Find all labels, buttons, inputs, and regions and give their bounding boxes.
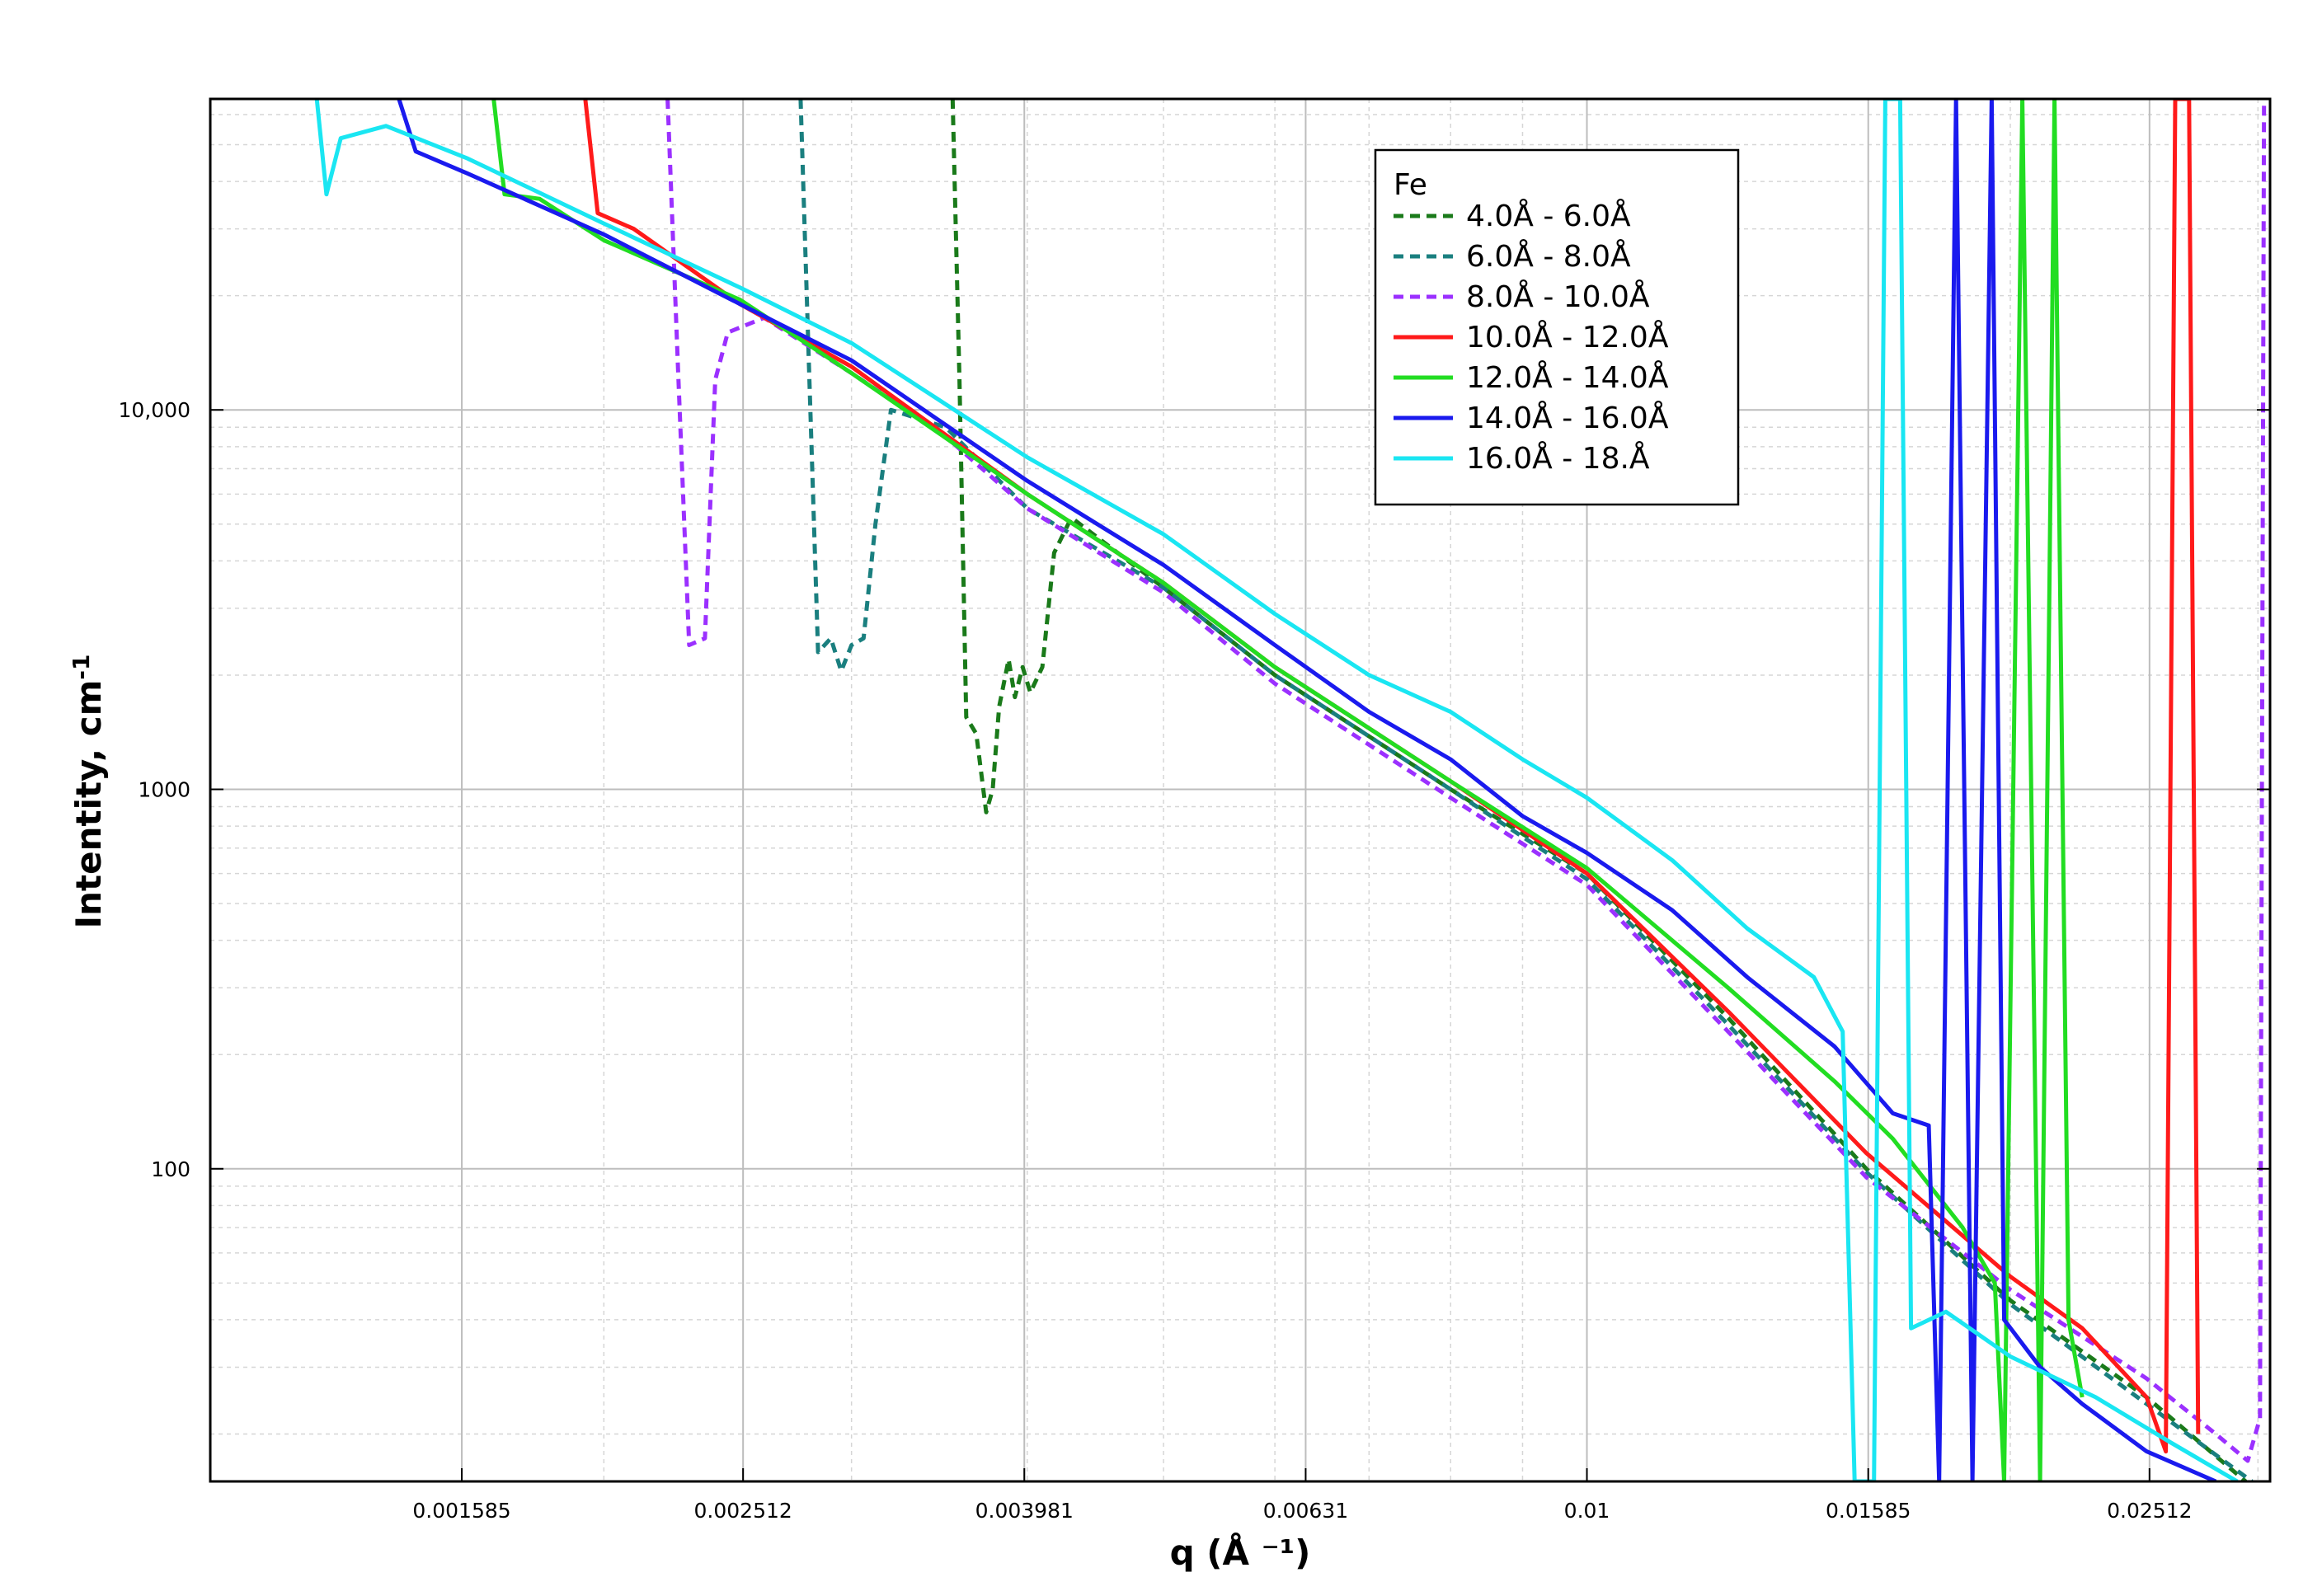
legend-label-3: 8.0Å - 10.0Å <box>1466 279 1650 314</box>
legend-entries: 4.0Å - 6.0Å 6.0Å - 8.0Å 8.0Å - 10.0Å 10.0Å … <box>1394 198 1669 476</box>
y-axis-title: Intentity, cm-1 <box>68 654 109 928</box>
series-layer <box>314 99 2267 1481</box>
y-axis-title-superscript: -1 <box>68 654 95 679</box>
legend-label-6: 14.0Å - 16.0Å <box>1466 400 1669 435</box>
series-line-6 <box>397 99 2217 1481</box>
plot-frame <box>209 97 2272 1483</box>
x-tick-label: 0.00631 <box>1263 1499 1348 1523</box>
y-tick-label: 1000 <box>138 777 190 801</box>
x-tick-label: 0.003981 <box>975 1499 1074 1523</box>
x-tick-label: 0.002512 <box>694 1499 792 1523</box>
legend-title: Fe <box>1394 168 1427 202</box>
x-tick-label: 0.001585 <box>412 1499 510 1523</box>
x-tick-labels: 0.001585 0.002512 0.003981 0.00631 0.01 0.015… <box>412 1499 2192 1523</box>
legend-label-4: 10.0Å - 12.0Å <box>1466 319 1669 354</box>
x-tick-label: 0.02512 <box>2107 1499 2192 1523</box>
legend: Fe 4.0Å - 6.0Å 6.0Å - 8.0Å 8.0Å - 10.0Å 10.… <box>1374 148 1740 506</box>
y-axis-title-main: Intentity, cm <box>68 680 109 929</box>
legend-label-2: 6.0Å - 8.0Å <box>1466 238 1631 274</box>
legend-box <box>1374 148 1740 506</box>
legend-label-7: 16.0Å - 18.Å <box>1466 440 1650 476</box>
series-line-1 <box>950 99 2248 1481</box>
axis-ticks <box>210 409 2270 1481</box>
legend-label-1: 4.0Å - 6.0Å <box>1466 198 1631 233</box>
series-line-7 <box>314 99 2239 1481</box>
plot-area <box>210 99 2270 1481</box>
y-tick-labels: 100 1000 10,000 <box>119 398 190 1181</box>
x-axis-title: q (Å ⁻¹) <box>1170 1532 1311 1573</box>
x-tick-label: 0.01585 <box>1826 1499 1911 1523</box>
y-tick-label: 10,000 <box>119 398 190 422</box>
y-tick-label: 100 <box>151 1157 190 1181</box>
series-line-3 <box>665 99 2267 1463</box>
x-tick-label: 0.01 <box>1564 1499 1610 1523</box>
legend-label-5: 12.0Å - 14.0Å <box>1466 359 1669 395</box>
